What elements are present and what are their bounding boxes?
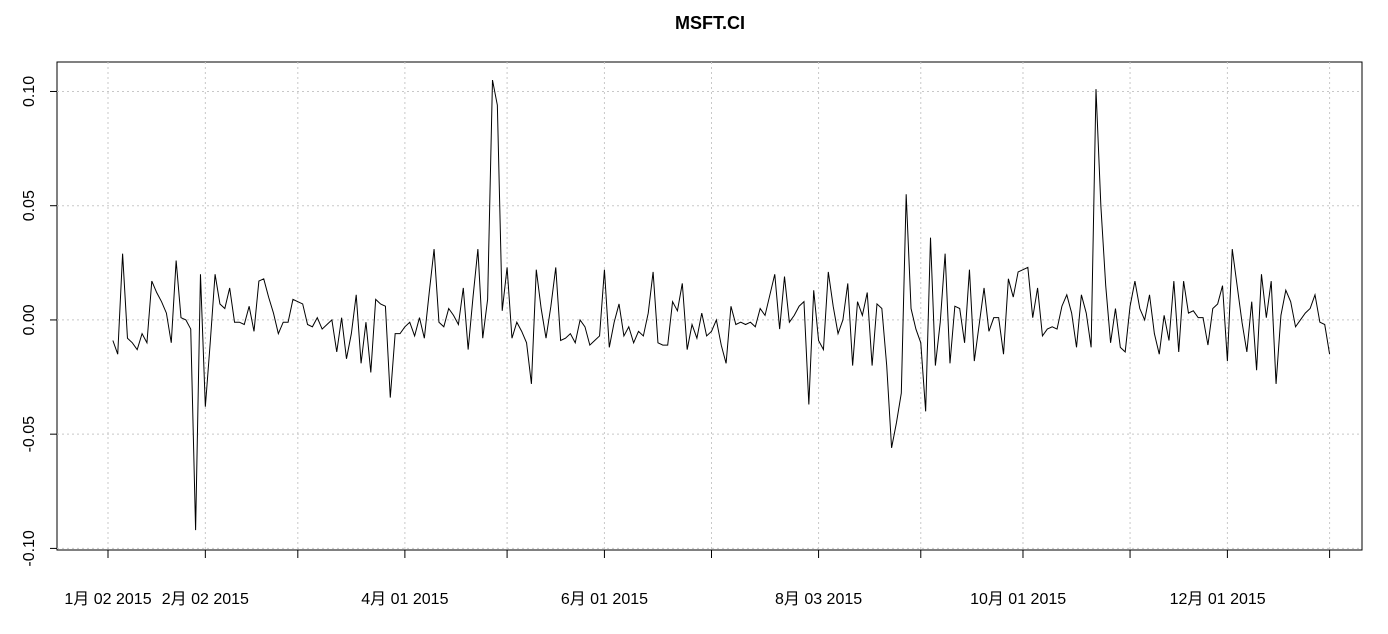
y-tick-label: 0.00 — [21, 304, 38, 335]
y-tick-label: 0.05 — [21, 190, 38, 221]
y-tick-label: -0.10 — [21, 530, 38, 567]
x-tick-label: 8月 03 2015 — [775, 591, 862, 608]
chart-title: MSFT.CI — [675, 13, 745, 33]
y-tick-label: 0.10 — [21, 76, 38, 107]
y-tick-label: -0.05 — [21, 416, 38, 453]
plot-frame — [56, 61, 1363, 551]
data-line — [112, 79, 1331, 531]
x-tick-label: 12月 01 2015 — [1170, 591, 1266, 608]
x-tick-label: 10月 01 2015 — [970, 591, 1066, 608]
x-tick-label: 2月 02 2015 — [162, 591, 249, 608]
x-tick-label: 6月 01 2015 — [561, 591, 648, 608]
x-tick-label: 1月 02 2015 — [64, 591, 151, 608]
x-tick-label: 4月 01 2015 — [361, 591, 448, 608]
